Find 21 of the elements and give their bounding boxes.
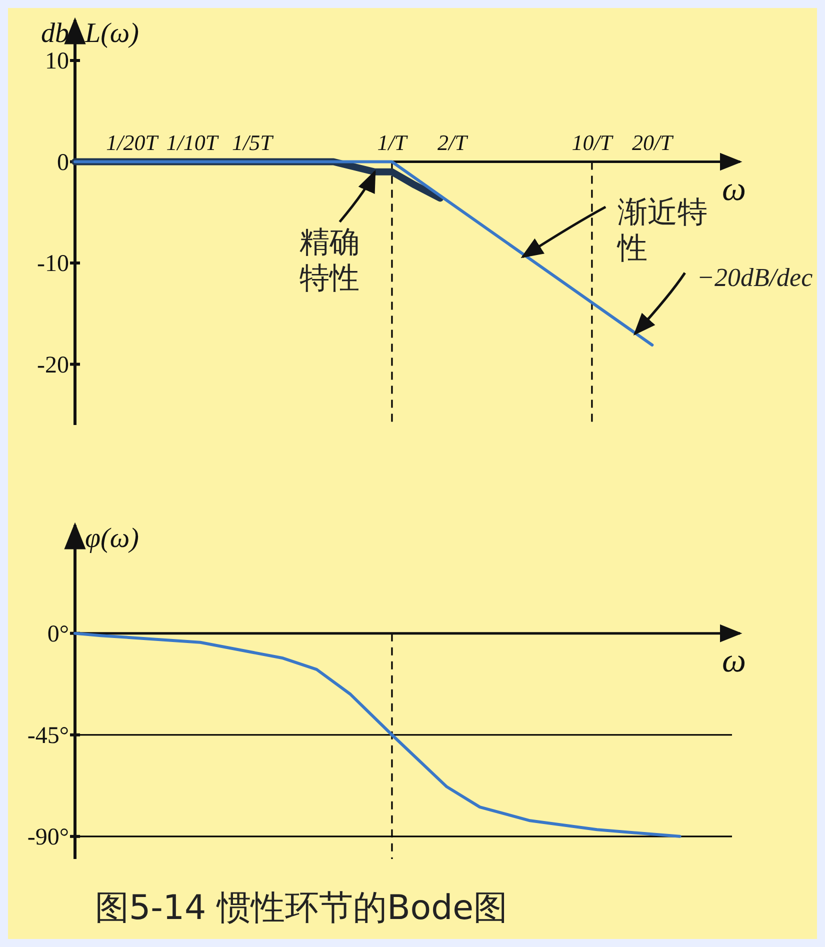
x-tick-label: 10/T (572, 130, 614, 155)
y-tick-label: 10 (45, 48, 69, 74)
x-axis-title: ω (722, 170, 746, 208)
y-tick-label: -10 (37, 251, 69, 277)
x-tick-label: 20/T (632, 130, 674, 155)
x-axis-title: ω (722, 642, 746, 680)
x-tick-label: 1/T (377, 130, 408, 155)
x-tick-label: 2/T (437, 130, 469, 155)
y-tick-label: 0° (47, 621, 69, 648)
caption: 图5-14 惯性环节的Bode图 (95, 888, 508, 928)
y-tick-label: 0 (57, 150, 69, 176)
y-axis-title: φ(ω) (85, 523, 139, 554)
x-tick-label: 1/5T (232, 130, 274, 155)
y-tick-label: -45° (27, 722, 69, 749)
y-axis-title: L(ω) (84, 18, 139, 49)
x-tick-label: 1/10T (166, 130, 220, 155)
y-tick-label: -90° (27, 824, 69, 850)
text: db (41, 18, 69, 49)
x-tick-label: 1/20T (106, 130, 160, 155)
annotation: 精确特性 (300, 224, 360, 296)
y-tick-label: -20 (37, 352, 69, 378)
